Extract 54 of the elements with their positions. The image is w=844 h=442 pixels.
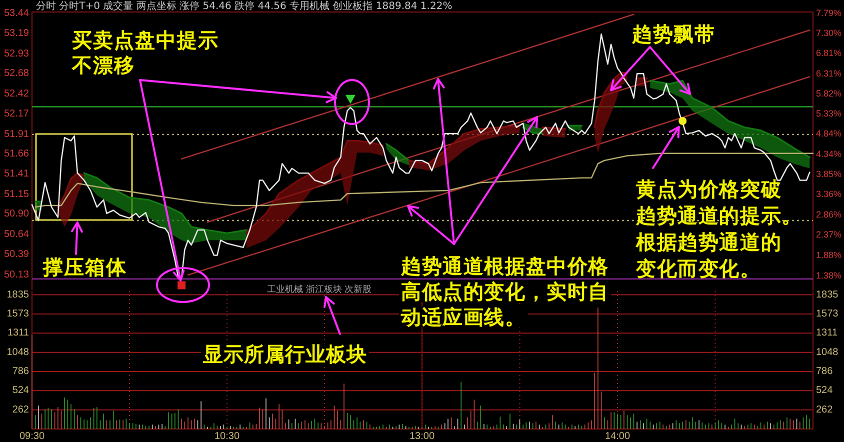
y2-tick-label: 7.79% (816, 8, 842, 18)
y-tick-label: 52.42 (4, 88, 30, 100)
y-tick-label: 786 (816, 366, 834, 378)
y-tick-label: 1311 (816, 328, 838, 339)
x-tick-label: 10:30 (214, 431, 240, 442)
y-tick-label: 262 (816, 404, 834, 416)
y-tick-label: 1835 (816, 289, 839, 300)
y-tick-label: 1048 (6, 346, 30, 358)
annotation: 显示所属行业板块 (202, 342, 367, 366)
chart-title: 分时 分时T+0 成交量 两点坐标 涨停 54.46 跌停 44.56 专用机械 创业板指 1889.84 1.22% (36, 0, 452, 12)
annotation: 趋势飘带 (631, 22, 716, 46)
y2-tick-label: 3.85% (816, 169, 842, 180)
annotation: 趋势通道根据盘中价格高低点的变化，实时自动适应画线。 (400, 254, 610, 329)
y-tick-label: 524 (12, 385, 30, 396)
annotation: 买卖点盘中提示不漂移 (71, 28, 219, 77)
y2-tick-label: 6.81% (816, 48, 842, 58)
y-tick-label: 52.17 (4, 108, 30, 120)
y2-tick-label: 1.38% (816, 270, 842, 280)
y-tick-label: 51.15 (4, 188, 30, 200)
y-tick-label: 1311 (7, 328, 30, 339)
y-tick-label: 786 (12, 366, 30, 378)
y2-tick-label: 2.86% (816, 210, 842, 220)
y-tick-label: 262 (12, 404, 30, 416)
y2-tick-label: 5.33% (816, 108, 842, 119)
y2-tick-label: 3.36% (816, 189, 842, 200)
x-tick-label: 13:00 (409, 431, 435, 442)
y-tick-label: 51.41 (4, 168, 30, 180)
y-tick-label: 51.91 (4, 128, 30, 140)
y-tick-label: 50.39 (4, 248, 30, 260)
y-tick-label: 524 (816, 385, 834, 396)
y-tick-label: 1835 (6, 289, 30, 300)
y-tick-label: 53.44 (4, 8, 30, 20)
y2-tick-label: 4.84% (816, 128, 842, 139)
annotation: 工业机械 浙江板块 次新股 (267, 284, 372, 295)
y2-tick-label: 7.30% (816, 28, 842, 38)
y-tick-label: 52.93 (4, 48, 30, 60)
y-tick-label: 1048 (816, 346, 839, 358)
y-tick-label: 53.19 (4, 28, 30, 39)
annotation: 黄点为价格突破趋势通道的提示。根据趋势通道的变化而变化。 (635, 177, 802, 280)
y-tick-label: 1573 (816, 308, 839, 320)
y2-tick-label: 6.31% (816, 68, 842, 78)
y2-tick-label: 2.37% (816, 230, 842, 240)
y-tick-label: 50.90 (4, 208, 30, 220)
x-tick-label: 09:30 (19, 431, 45, 442)
y2-tick-label: 1.88% (816, 250, 842, 260)
annotation: 撑压箱体 (42, 255, 127, 279)
y-tick-label: 52.68 (4, 68, 30, 80)
y2-tick-label: 4.34% (816, 149, 842, 160)
x-tick-label: 14:00 (604, 431, 630, 442)
y-tick-label: 1573 (6, 308, 30, 320)
y-tick-label: 50.13 (4, 269, 30, 280)
y-tick-label: 51.66 (4, 148, 30, 160)
y2-tick-label: 5.82% (816, 88, 842, 98)
y-tick-label: 50.64 (4, 229, 30, 240)
